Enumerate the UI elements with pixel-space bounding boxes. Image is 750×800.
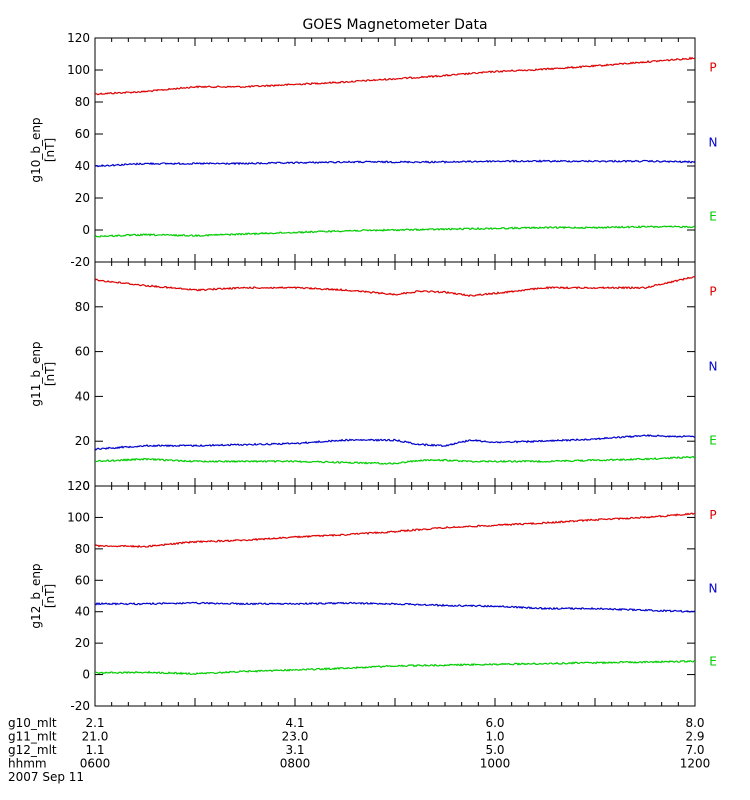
legend-p: P [709, 508, 716, 522]
y-tick-label: 0 [82, 479, 90, 493]
legend-e: E [709, 434, 717, 448]
y-axis-unit: [nT] [43, 138, 57, 162]
legend-n: N [709, 582, 718, 596]
y-tick-label: 40 [75, 605, 90, 619]
footer-value: 8.0 [685, 716, 704, 730]
series-line-e [95, 225, 695, 238]
footer-row: hhmm 0600 0800 1000 1200 [8, 757, 710, 771]
footer-value: 0600 [80, 757, 111, 771]
footer-row: g11_mlt 21.0 23.0 1.0 2.9 [8, 730, 705, 744]
series-line-n [95, 159, 695, 168]
y-tick-label: 60 [75, 345, 90, 359]
footer-value: 1.0 [485, 730, 504, 744]
panel-2: 0 20 40 60 80 g11_b_enp [nT] P N E [29, 261, 718, 493]
y-axis-label: g12_b_enp [29, 563, 43, 628]
footer-row-label: g12_mlt [8, 743, 57, 757]
y-tick-label: -20 [70, 699, 90, 713]
footer-value: 0800 [280, 757, 311, 771]
footer-row: g12_mlt 1.1 3.1 5.0 7.0 [8, 743, 705, 757]
footer-value: 7.0 [685, 743, 704, 757]
y-tick-label: 120 [67, 31, 90, 45]
y-tick-label: 80 [75, 300, 90, 314]
series-line-n [95, 434, 695, 451]
footer-value: 1000 [480, 757, 511, 771]
footer-row-label: g10_mlt [8, 716, 57, 730]
y-axis-label: g10_b_enp [29, 117, 43, 182]
y-tick-label: 100 [67, 510, 90, 524]
y-tick-label: 60 [75, 573, 90, 587]
legend-p: P [709, 61, 716, 75]
y-tick-label: 20 [75, 191, 90, 205]
legend-p: P [709, 285, 716, 299]
y-tick-label: 80 [75, 542, 90, 556]
legend-n: N [709, 136, 718, 150]
footer-value: 6.0 [485, 716, 504, 730]
y-tick-label: 20 [75, 434, 90, 448]
footer-value: 3.1 [285, 743, 304, 757]
footer-row-label: g11_mlt [8, 730, 57, 744]
footer-row: g10_mlt 2.1 4.1 6.0 8.0 [8, 716, 705, 730]
footer-value: 1200 [680, 757, 711, 771]
footer-value: 4.1 [285, 716, 304, 730]
legend-n: N [709, 360, 718, 374]
footer-value: 5.0 [485, 743, 504, 757]
series-line-n [95, 601, 695, 613]
y-tick-label: 120 [67, 479, 90, 493]
footer-row-label: hhmm [8, 757, 47, 771]
panel-3: -20 0 20 40 60 80 100 120 g12_b_enp [nT] P N E [29, 479, 717, 713]
legend-e: E [709, 210, 717, 224]
footer-date: 2007 Sep 11 [8, 770, 84, 784]
footer-value: 2.1 [85, 716, 104, 730]
footer-value: 21.0 [82, 730, 109, 744]
footer-value: 23.0 [282, 730, 309, 744]
series-line-p [95, 512, 695, 549]
y-axis-label: g11_b_enp [29, 341, 43, 406]
series-line-e [95, 455, 695, 465]
footer-value: 2.9 [685, 730, 704, 744]
y-tick-label: -20 [70, 255, 90, 269]
panel-frame [94, 37, 696, 263]
footer-value: 1.1 [85, 743, 104, 757]
y-axis-unit: [nT] [43, 362, 57, 386]
series-line-p [95, 56, 695, 96]
y-tick-label: 40 [75, 389, 90, 403]
y-tick-label: 20 [75, 636, 90, 650]
y-tick-label: 40 [75, 159, 90, 173]
y-tick-label: 0 [82, 223, 90, 237]
y-tick-label: 0 [82, 668, 90, 682]
y-tick-label: 60 [75, 127, 90, 141]
panel-1: -20 0 20 40 60 80 100 120 g10_b_enp [nT] P N E [29, 31, 717, 269]
series-line-e [95, 659, 695, 676]
series-line-p [95, 275, 695, 298]
legend-e: E [709, 654, 717, 668]
y-tick-label: 100 [67, 63, 90, 77]
panel-frame [94, 261, 696, 487]
chart-title: GOES Magnetometer Data [302, 17, 487, 33]
y-axis-unit: [nT] [43, 584, 57, 608]
y-tick-label: 80 [75, 95, 90, 109]
